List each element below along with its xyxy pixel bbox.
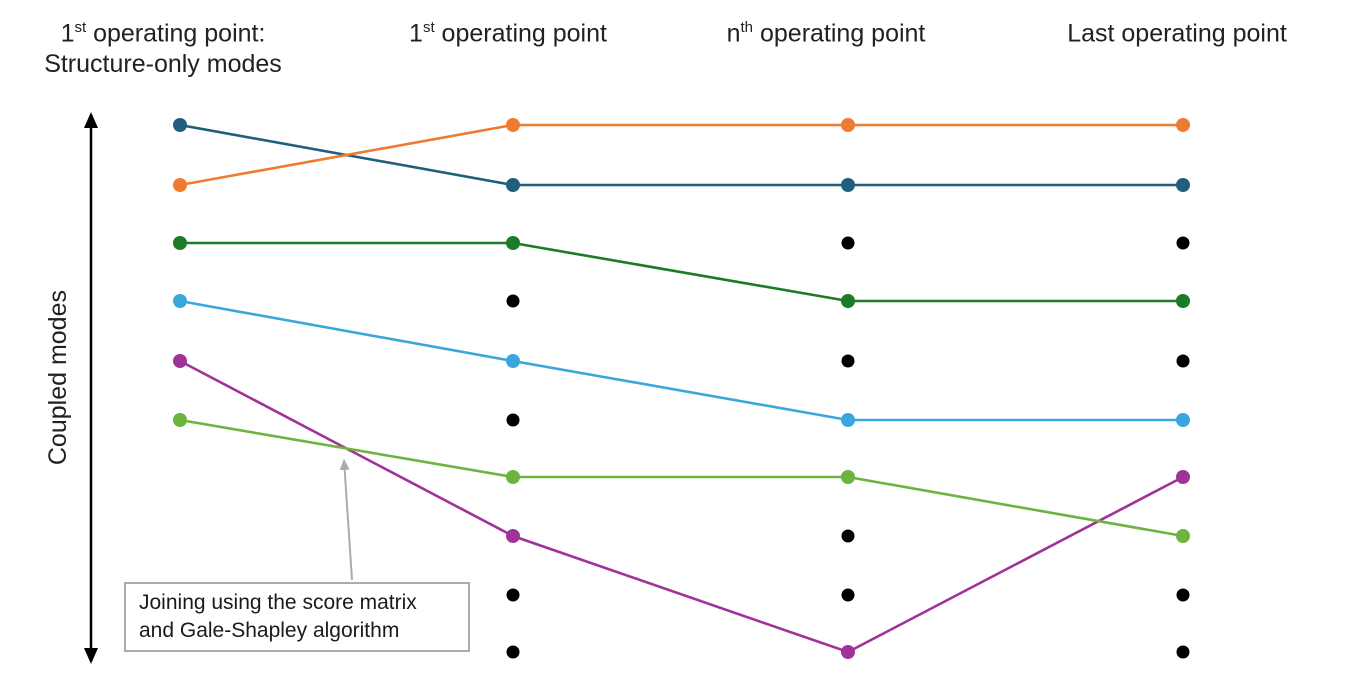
mode-dot-light-blue bbox=[173, 294, 187, 308]
unmatched-mode-dot bbox=[506, 645, 520, 659]
mode-dot-light-green bbox=[1176, 529, 1190, 543]
mode-dot-teal-blue bbox=[1176, 178, 1190, 192]
annotation-text-line-1: Joining using the score matrix bbox=[139, 591, 417, 615]
unmatched-mode-dot bbox=[1176, 354, 1190, 368]
mode-dot-teal-blue bbox=[506, 178, 520, 192]
mode-dot-dark-green bbox=[841, 294, 855, 308]
header-subtitle: Structure-only modes bbox=[44, 50, 282, 79]
unmatched-mode-dot bbox=[841, 354, 855, 368]
annotation-arrow bbox=[339, 459, 353, 581]
header-title: Last operating point bbox=[1067, 19, 1287, 48]
series-line-teal-blue bbox=[179, 123, 1183, 187]
mode-dot-light-green bbox=[173, 413, 187, 427]
column-header-first-operating-point: 1st operating point bbox=[378, 12, 638, 49]
header-title: 1st operating point: bbox=[60, 19, 266, 48]
column-header-nth-operating-point: nth operating point bbox=[696, 12, 956, 49]
mode-dot-orange bbox=[506, 118, 520, 132]
header-title: 1st operating point bbox=[409, 19, 607, 48]
axis-arrowhead-down-icon bbox=[84, 648, 98, 664]
column-header-structure-only: 1st operating point: Structure-only mode… bbox=[23, 12, 303, 80]
annotation-text-line-2: and Gale-Shapley algorithm bbox=[139, 619, 400, 642]
mode-dot-light-blue bbox=[506, 354, 520, 368]
unmatched-mode-dot bbox=[841, 236, 855, 250]
mode-dot-magenta bbox=[1176, 470, 1190, 484]
mode-dot-orange bbox=[1176, 118, 1190, 132]
mode-dot-magenta bbox=[506, 529, 520, 543]
unmatched-mode-dot bbox=[841, 529, 855, 543]
series-line-light-blue bbox=[179, 299, 1183, 422]
mode-dot-light-blue bbox=[841, 413, 855, 427]
unmatched-mode-dot bbox=[506, 413, 520, 427]
mode-dot-orange bbox=[841, 118, 855, 132]
series-line-orange bbox=[179, 123, 1183, 187]
mode-dot-teal-blue bbox=[841, 178, 855, 192]
mode-dot-magenta bbox=[841, 645, 855, 659]
mode-dot-magenta bbox=[173, 354, 187, 368]
column-header-last-operating-point: Last operating point bbox=[1037, 12, 1317, 49]
unmatched-mode-dot bbox=[841, 588, 855, 602]
mode-dot-dark-green bbox=[173, 236, 187, 250]
unmatched-mode-dot bbox=[1176, 236, 1190, 250]
annotation-box: Joining using the score matrix and Gale-… bbox=[124, 582, 470, 652]
coupled-modes-axis-label: Coupled modes bbox=[44, 290, 72, 466]
mode-dot-light-green bbox=[506, 470, 520, 484]
mode-dot-light-blue bbox=[1176, 413, 1190, 427]
mode-dot-light-green bbox=[841, 470, 855, 484]
mode-dot-orange bbox=[173, 178, 187, 192]
mode-dot-dark-green bbox=[1176, 294, 1190, 308]
mode-dot-dark-green bbox=[506, 236, 520, 250]
unmatched-mode-dot bbox=[506, 588, 520, 602]
mode-dot-teal-blue bbox=[173, 118, 187, 132]
unmatched-mode-dot bbox=[506, 294, 520, 308]
header-title: nth operating point bbox=[726, 19, 926, 48]
axis-arrowhead-up-icon bbox=[84, 112, 98, 128]
series-line-dark-green bbox=[180, 241, 1183, 303]
unmatched-mode-dot bbox=[1176, 645, 1190, 659]
series-line-light-green bbox=[179, 418, 1184, 538]
unmatched-mode-dot bbox=[1176, 588, 1190, 602]
